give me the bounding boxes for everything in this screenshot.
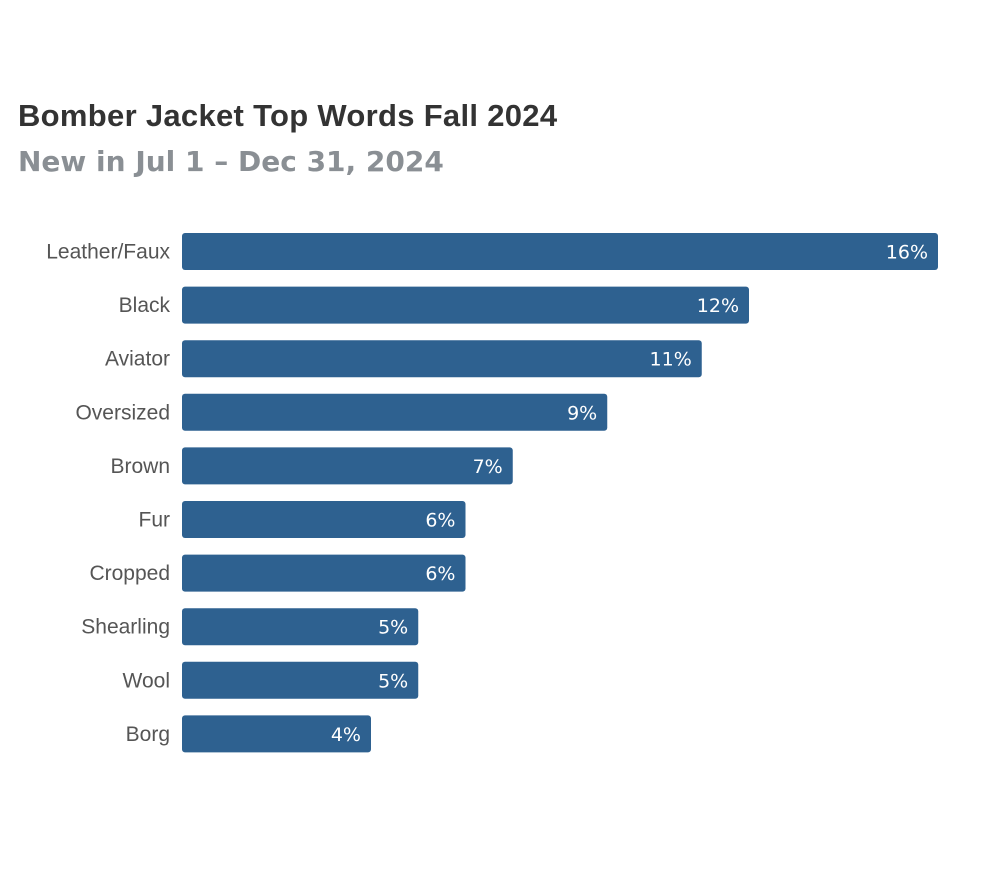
bar-oversized bbox=[182, 393, 608, 431]
category-label-aviator: Aviator bbox=[105, 348, 170, 371]
category-label-black: Black bbox=[119, 294, 171, 317]
value-label-wool: 5% bbox=[378, 670, 408, 692]
bar-aviator bbox=[182, 340, 702, 378]
bar-wool bbox=[182, 661, 419, 699]
value-label-black: 12% bbox=[697, 295, 739, 317]
bar-fur bbox=[182, 501, 466, 538]
category-label-fur: Fur bbox=[139, 509, 171, 532]
value-label-leather-faux: 16% bbox=[886, 242, 928, 264]
value-label-fur: 6% bbox=[425, 510, 455, 532]
chart-title: Bomber Jacket Top Words Fall 2024 bbox=[18, 98, 558, 133]
category-label-oversized: Oversized bbox=[75, 401, 170, 424]
bar-cropped bbox=[182, 554, 466, 592]
category-label-leather-faux: Leather/Faux bbox=[46, 241, 170, 264]
value-label-shearling: 5% bbox=[378, 617, 408, 639]
value-label-aviator: 11% bbox=[650, 349, 692, 371]
chart-subtitle: New in Jul 1 – Dec 31, 2024 bbox=[18, 145, 444, 178]
category-label-brown: Brown bbox=[110, 455, 170, 478]
bar-borg bbox=[182, 715, 371, 753]
category-label-borg: Borg bbox=[126, 723, 170, 746]
value-label-borg: 4% bbox=[331, 724, 361, 746]
value-label-cropped: 6% bbox=[425, 563, 455, 585]
value-label-oversized: 9% bbox=[567, 402, 597, 424]
value-label-brown: 7% bbox=[473, 456, 503, 478]
bar-leather-faux bbox=[182, 233, 938, 270]
bar-brown bbox=[182, 447, 513, 485]
category-label-wool: Wool bbox=[123, 669, 170, 692]
category-label-shearling: Shearling bbox=[81, 616, 170, 639]
category-label-cropped: Cropped bbox=[89, 562, 170, 585]
bar-black bbox=[182, 286, 749, 324]
bar-shearling bbox=[182, 608, 419, 646]
